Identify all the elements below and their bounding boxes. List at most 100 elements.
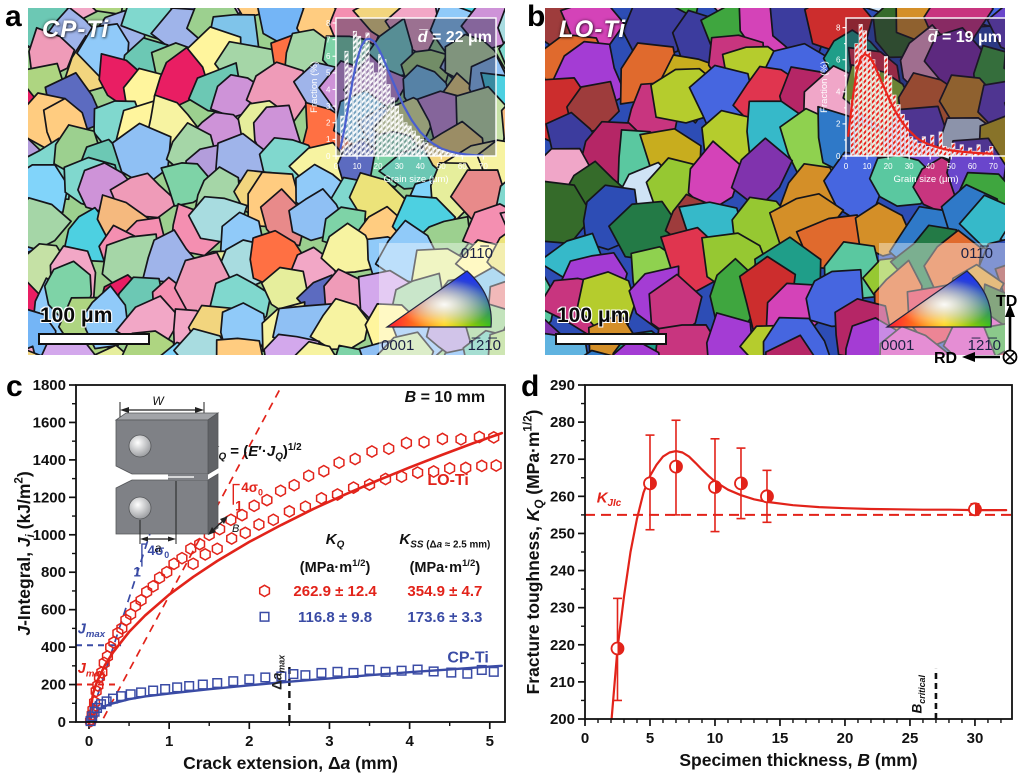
- svg-text:4: 4: [836, 88, 841, 97]
- svg-text:4: 4: [326, 85, 331, 94]
- svg-text:25: 25: [902, 730, 919, 747]
- svg-text:10: 10: [707, 730, 724, 747]
- ebsd-map-cp-ti: CP-Ti 0 10 20 30 40 50 60 70 0 1 2 3 4 5 6 7 8 Grain size…: [28, 8, 505, 355]
- svg-text:1400: 1400: [33, 452, 66, 469]
- panel-b-letter: b: [527, 0, 546, 33]
- svg-text:4: 4: [405, 733, 414, 750]
- svg-text:220: 220: [550, 637, 575, 654]
- svg-text:173.6 ± 3.3: 173.6 ± 3.3: [407, 609, 482, 626]
- svg-text:240: 240: [550, 563, 575, 580]
- svg-text:5: 5: [646, 730, 654, 747]
- svg-text:6: 6: [326, 52, 331, 61]
- svg-text:50: 50: [947, 162, 956, 171]
- scale-bar-label: 100 μm: [40, 304, 113, 327]
- ipf-label-1210: 1̅21̅0: [467, 337, 501, 354]
- svg-text:30: 30: [395, 162, 404, 171]
- grain-size-histogram-inset: 0 10 20 30 40 50 60 70 0 2 4 6 8 Grain size (μm) Fract…: [816, 10, 1005, 188]
- svg-text:210: 210: [550, 674, 575, 691]
- svg-text:116.8 ± 9.8: 116.8 ± 9.8: [298, 609, 372, 626]
- panel-d-chart: 0 5 10 15 20 25 30 200 210 220 230 240 250 260 270 280 2…: [518, 377, 1024, 777]
- fracture-toughness-chart: 0 5 10 15 20 25 30 200 210 220 230 240 250 260 270 280 2…: [522, 377, 1013, 770]
- svg-text:KJIc: KJIc: [597, 490, 622, 510]
- svg-text:0: 0: [581, 730, 589, 747]
- svg-text:290: 290: [550, 380, 575, 394]
- svg-text:40: 40: [416, 162, 425, 171]
- svg-text:(MPa·m1/2): (MPa·m1/2): [410, 558, 481, 576]
- svg-text:30: 30: [905, 162, 914, 171]
- svg-text:4σ0: 4σ0: [148, 543, 170, 560]
- svg-text:LO-Ti: LO-Ti: [427, 472, 468, 489]
- svg-text:W: W: [152, 394, 165, 408]
- svg-text:262.9 ± 12.4: 262.9 ± 12.4: [293, 583, 377, 600]
- ipf-label-0001: 0001: [881, 337, 915, 354]
- svg-text:7: 7: [326, 35, 331, 44]
- panel-d-letter: d: [521, 370, 540, 403]
- svg-text:Crack extension, Δa (mm): Crack extension, Δa (mm): [183, 753, 398, 773]
- svg-text:60: 60: [968, 162, 977, 171]
- svg-text:200: 200: [41, 677, 66, 694]
- svg-text:KSS (Δa ≈ 2.5 mm): KSS (Δa ≈ 2.5 mm): [399, 531, 490, 551]
- svg-text:40: 40: [926, 162, 935, 171]
- map-title-cp-ti: CP-Ti: [42, 16, 110, 43]
- svg-text:a: a: [155, 541, 162, 555]
- svg-text:3: 3: [326, 102, 331, 111]
- svg-text:5: 5: [486, 733, 494, 750]
- svg-text:1800: 1800: [33, 380, 66, 394]
- svg-text:Δamax: Δamax: [269, 654, 286, 690]
- svg-text:20: 20: [837, 730, 854, 747]
- svg-text:230: 230: [550, 600, 575, 617]
- svg-text:10: 10: [863, 162, 872, 171]
- svg-text:2: 2: [326, 119, 331, 128]
- svg-text:200: 200: [550, 711, 575, 728]
- svg-text:KQ: KQ: [326, 531, 345, 551]
- svg-text:4σ0: 4σ0: [241, 480, 263, 497]
- svg-text:70: 70: [989, 162, 998, 171]
- svg-text:250: 250: [550, 525, 575, 542]
- svg-text:15: 15: [772, 730, 789, 747]
- svg-text:60: 60: [458, 162, 467, 171]
- svg-text:20: 20: [374, 162, 383, 171]
- svg-text:0: 0: [836, 152, 841, 161]
- ipf-label-0001: 0001: [381, 337, 415, 354]
- svg-text:0: 0: [85, 733, 93, 750]
- svg-text:0: 0: [326, 152, 331, 161]
- svg-text:Grain size (μm): Grain size (μm): [383, 174, 448, 185]
- svg-text:5: 5: [326, 69, 331, 78]
- j-integral-chart: 0 1 2 3 4 5 0 200 400 600 800 1000 1200 1400 1600 1800 C…: [13, 377, 506, 773]
- svg-text:0: 0: [844, 162, 849, 171]
- ipf-color-key: 011̅0 0001 1̅21̅0: [879, 243, 1005, 355]
- map-title-lo-ti: LO-Ti: [559, 16, 627, 43]
- ipf-label-1210: 1̅21̅0: [967, 337, 1001, 354]
- svg-text:1200: 1200: [33, 489, 66, 506]
- svg-text:30: 30: [967, 730, 984, 747]
- svg-text:0: 0: [58, 714, 66, 731]
- svg-text:B: B: [232, 523, 239, 535]
- ebsd-map-lo-ti: LO-Ti 0 10 20 30 40 50 60 70 0 2 4 6 8 Grain size (μm…: [545, 8, 1005, 355]
- svg-text:280: 280: [550, 414, 575, 431]
- panel-c-chart: 0 1 2 3 4 5 0 200 400 600 800 1000 1200 1400 1600 1800 C…: [8, 377, 514, 777]
- svg-text:8: 8: [836, 23, 841, 32]
- svg-text:Bcritical: Bcritical: [910, 675, 927, 714]
- svg-text:1: 1: [326, 135, 331, 144]
- svg-text:Fracture toughness, KQ (MPa·m1: Fracture toughness, KQ (MPa·m1/2): [522, 410, 547, 695]
- svg-text:600: 600: [41, 602, 66, 619]
- ipf-triangle-icon: [385, 270, 492, 328]
- svg-text:1600: 1600: [33, 414, 66, 431]
- svg-text:Jmax: Jmax: [78, 661, 106, 679]
- svg-text:6: 6: [836, 56, 841, 65]
- ipf-label-0110: 011̅0: [460, 245, 493, 262]
- ipf-color-key: 011̅0 0001 1̅21̅0: [379, 243, 505, 355]
- svg-text:d̅ = 22 μm: d̅ = 22 μm: [418, 28, 492, 46]
- scale-bar-label: 100 μm: [557, 304, 630, 327]
- svg-text:8: 8: [326, 19, 331, 28]
- svg-text:(MPa·m1/2): (MPa·m1/2): [300, 558, 371, 576]
- svg-text:1: 1: [235, 498, 243, 513]
- svg-text:Fraction (%): Fraction (%): [309, 61, 320, 113]
- svg-text:J-Integral, Ji (kJ/m2): J-Integral, Ji (kJ/m2): [13, 471, 38, 635]
- panel-a-letter: a: [5, 0, 22, 33]
- svg-text:1: 1: [165, 733, 173, 750]
- svg-text:Jmax: Jmax: [78, 622, 106, 640]
- panel-c-letter: c: [6, 370, 23, 403]
- svg-text:3: 3: [325, 733, 333, 750]
